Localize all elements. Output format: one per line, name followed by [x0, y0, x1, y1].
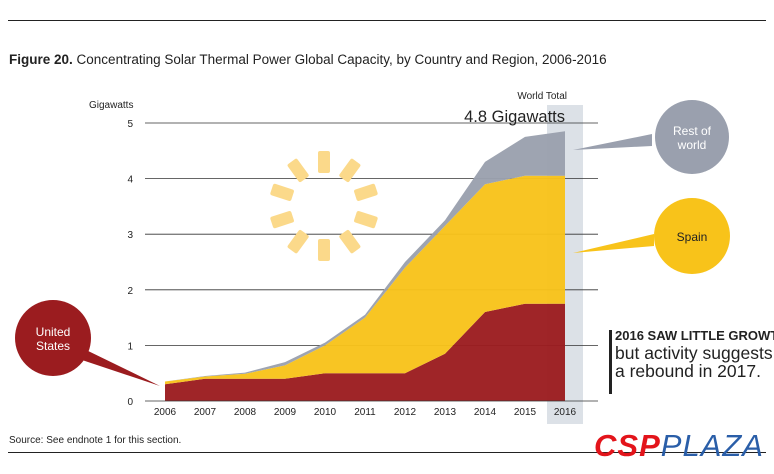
sun-ray	[339, 158, 361, 183]
x-tick-label: 2010	[314, 407, 337, 418]
leader-spain	[573, 234, 654, 253]
callout-line-2: but activity suggests	[615, 343, 773, 363]
bubble-label-united-states: States	[36, 339, 70, 353]
x-tick-label: 2006	[154, 407, 177, 418]
area-rest-of-world	[165, 131, 565, 382]
y-tick-label: 5	[127, 119, 133, 130]
x-tick-label: 2011	[354, 407, 376, 418]
brand-plaza: PLAZA	[660, 428, 764, 463]
area-united-states	[165, 303, 565, 401]
sun-ray	[354, 183, 378, 201]
x-tick-label: 2013	[434, 407, 457, 418]
sun-ray	[339, 229, 361, 254]
bubble-label-spain: Spain	[677, 230, 708, 244]
growth-callout: 2016 SAW LITTLE GROWTH, but activity sug…	[609, 328, 774, 394]
area-spain	[165, 175, 565, 385]
sun-ray	[270, 183, 294, 201]
bubble-spain	[654, 198, 730, 274]
sun-ray	[287, 229, 309, 254]
sun-ray	[318, 239, 330, 261]
bottom-rule	[8, 452, 766, 453]
x-tick-label: 2012	[394, 407, 417, 418]
leader-united-states	[82, 348, 160, 386]
brand-csp: CSP	[594, 428, 661, 463]
x-tick-label: 2008	[234, 407, 257, 418]
sun-ray	[318, 151, 330, 173]
bubble-rest-of-world	[655, 100, 729, 174]
x-tick-label: 2009	[274, 407, 297, 418]
y-tick-label: 4	[127, 175, 133, 186]
leader-rest-of-world	[573, 134, 652, 150]
callout-line-1: 2016 SAW LITTLE GROWTH,	[615, 328, 774, 343]
y-tick-label: 1	[127, 341, 133, 352]
top-rule	[8, 20, 766, 21]
brand-logo: CSPPLAZA	[594, 428, 764, 464]
x-tick-label: 2016	[554, 407, 577, 418]
y-tick-label: 0	[127, 397, 133, 408]
bubble-label-rest-of-world: world	[677, 138, 707, 152]
y-tick-label: 2	[127, 286, 133, 297]
x-tick-label: 2015	[514, 407, 537, 418]
bubble-united-states	[15, 300, 91, 376]
world-total-value: 4.8 Gigawatts	[464, 108, 565, 126]
callout-bar	[609, 330, 612, 394]
figure-title: Figure 20. Concentrating Solar Thermal P…	[9, 52, 607, 67]
x-tick-label: 2007	[194, 407, 217, 418]
y-axis-label: Gigawatts	[89, 100, 133, 111]
sun-ray	[287, 158, 309, 183]
world-total-label: World Total	[517, 91, 567, 102]
x-tick-label: 2014	[474, 407, 497, 418]
figure-title-text: Concentrating Solar Thermal Power Global…	[76, 52, 607, 67]
callout-line-3: a rebound in 2017.	[615, 361, 761, 381]
figure-label: Figure 20.	[9, 52, 73, 67]
source-note: Source: See endnote 1 for this section.	[9, 435, 182, 446]
bubble-label-rest-of-world: Rest of	[673, 124, 712, 138]
bubble-label-united-states: United	[36, 325, 71, 339]
sun-ray	[354, 211, 378, 229]
y-tick-label: 3	[127, 230, 133, 241]
sun-ray	[270, 211, 294, 229]
